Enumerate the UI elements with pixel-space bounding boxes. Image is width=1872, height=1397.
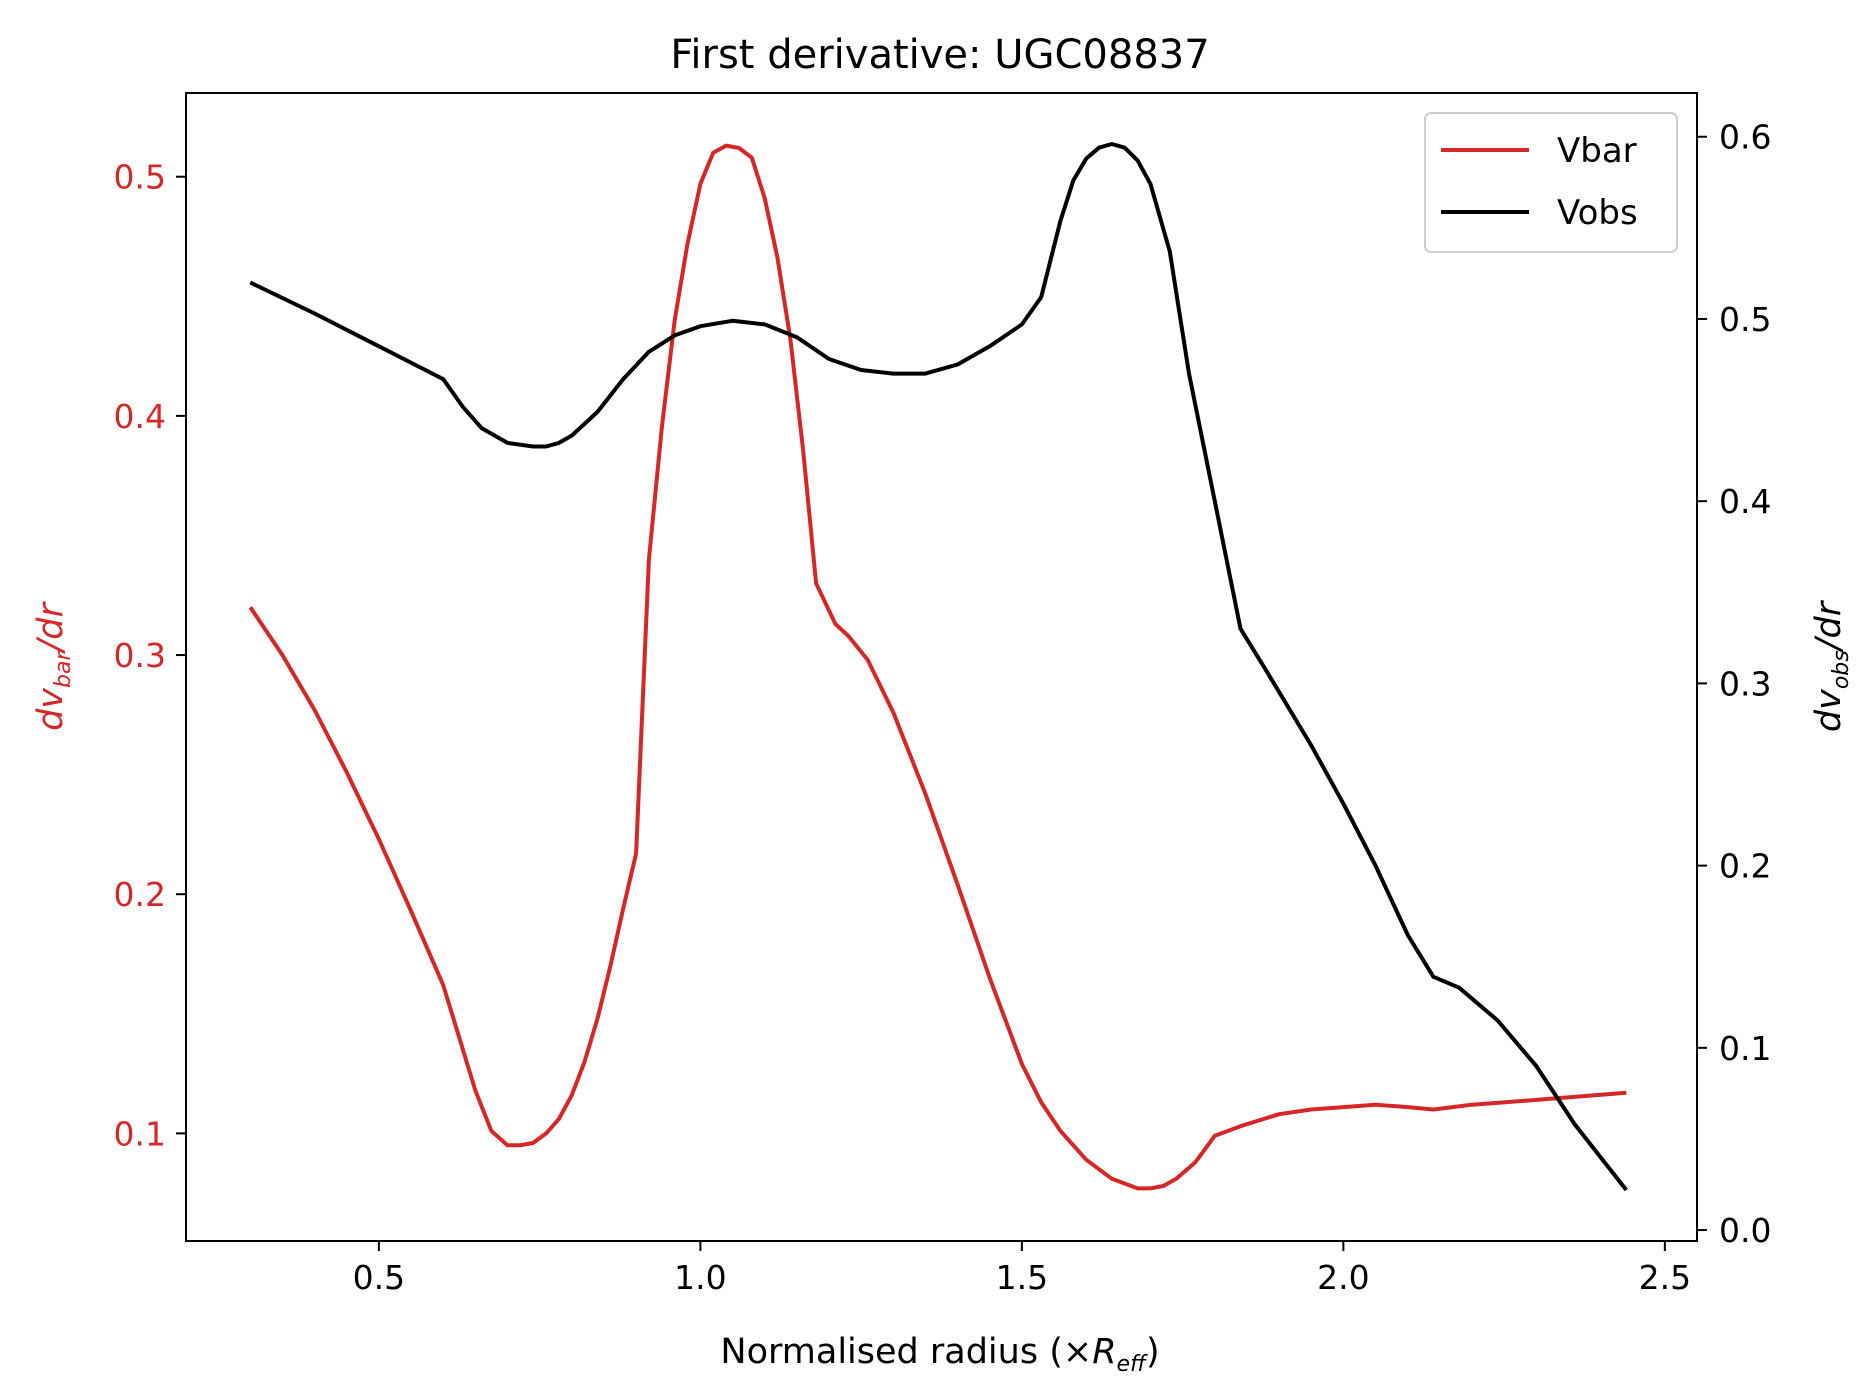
x-axis-label-sub: eff [1117, 1352, 1149, 1377]
x-axis: 0.5 1.0 1.5 2.0 2.5 [353, 1241, 1691, 1297]
legend-label-vbar: Vbar [1557, 131, 1637, 171]
y-axis-right-label: dvobs/dr [1809, 599, 1854, 732]
x-axis-label-main: Normalised radius (× [720, 1332, 1092, 1372]
y-right-tick-label: 0.2 [1719, 847, 1771, 886]
y-axis-left: 0.1 0.2 0.3 0.4 0.5 [114, 158, 186, 1153]
y-right-tick-label: 0.5 [1719, 300, 1771, 339]
x-tick-label: 2.0 [1317, 1258, 1369, 1297]
y-right-tick-label: 0.0 [1719, 1211, 1771, 1250]
y-axis-right-label-d: dv [1809, 688, 1849, 732]
x-tick-label: 1.5 [996, 1258, 1048, 1297]
y-left-tick-label: 0.4 [114, 397, 166, 436]
y-axis-left-label-end: /dr [31, 600, 71, 654]
legend-box [1424, 112, 1678, 253]
y-left-tick-label: 0.3 [114, 636, 166, 675]
x-axis-label: Normalised radius (×Reff) [720, 1332, 1159, 1377]
y-right-tick-label: 0.3 [1719, 664, 1771, 703]
legend-label-vobs: Vobs [1557, 193, 1638, 233]
y-right-tick-label: 0.6 [1719, 118, 1771, 157]
x-axis-label-var: R [1092, 1332, 1116, 1372]
x-tick-label: 2.5 [1639, 1258, 1691, 1297]
plot-frame [185, 92, 1698, 1242]
y-axis-right-label-sub: obs [1829, 650, 1854, 689]
y-left-tick-label: 0.1 [114, 1114, 166, 1153]
series-line-vbar [248, 143, 1627, 1191]
y-axis-left-label: dvbar/dr [31, 600, 76, 730]
y-axis-left-label-d: dv [31, 687, 71, 731]
series-line-vobs [249, 142, 1628, 1192]
plot-area [248, 142, 1628, 1192]
y-left-tick-label: 0.2 [114, 875, 166, 914]
y-left-tick-label: 0.5 [114, 158, 166, 197]
y-axis-right: 0.0 0.1 0.2 0.3 0.4 0.5 0.6 [1697, 118, 1771, 1250]
legend: Vbar Vobs [1424, 112, 1678, 253]
y-axis-right-label-end: /dr [1809, 599, 1849, 653]
x-axis-label-end: ) [1146, 1332, 1160, 1372]
y-right-tick-label: 0.1 [1719, 1029, 1771, 1068]
x-tick-label: 1.0 [674, 1258, 726, 1297]
x-tick-label: 0.5 [353, 1258, 405, 1297]
chart-title: First derivative: UGC08837 [670, 32, 1209, 78]
y-axis-left-label-sub: bar [51, 650, 76, 688]
y-right-tick-label: 0.4 [1719, 482, 1771, 521]
